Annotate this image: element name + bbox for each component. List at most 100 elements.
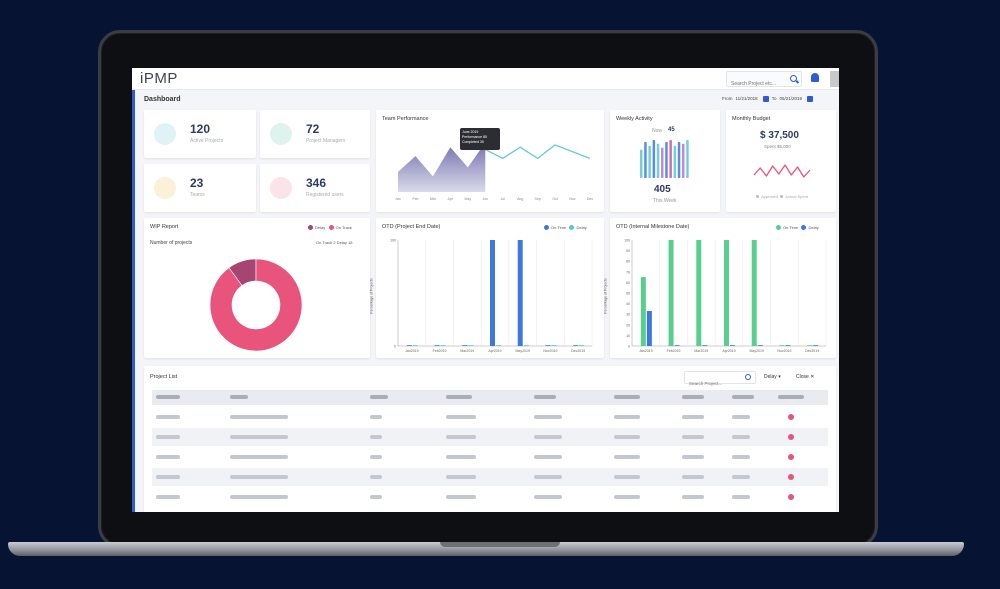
stat-card-project-managers[interactable]: 72 Project Managers [260, 110, 370, 158]
chevron-down-icon: ▾ [778, 374, 781, 380]
header-cell[interactable] [230, 395, 248, 399]
table-cell [230, 435, 288, 439]
project-list-card: Project List Delay ▾ Close ✕ [144, 366, 836, 512]
now-value: 45 [668, 127, 675, 133]
legend-label: Approved [761, 194, 779, 199]
legend-label: Actual Spent [785, 194, 809, 199]
table-cell [156, 455, 180, 459]
table-cell [732, 455, 750, 459]
stat-card-teams[interactable]: 23 Teams [144, 164, 256, 212]
table-cell [534, 495, 562, 499]
now-label: Now [652, 128, 663, 134]
table-cell [732, 495, 750, 499]
otd-project-end-card: OTD (Project End Date) On Time Delay Per… [370, 218, 604, 358]
wip-report-card: WIP Report Number of projects Delay On T… [144, 218, 370, 358]
y-tick-label: 30 [626, 313, 630, 317]
stat-label: Active Projects [190, 138, 224, 144]
weekly-bar [673, 145, 677, 178]
header-cell[interactable] [446, 395, 472, 399]
otd-milestone-chart[interactable]: 0 10 20 30 40 50 60 70 80 90 100 Jan2019 Feb2019 Mar2… [610, 218, 836, 358]
close-filter-button[interactable]: Close ✕ [796, 374, 814, 380]
x-tick-label: Nov2019 [543, 349, 557, 353]
table-cell [370, 415, 382, 419]
weekly-activity-chart[interactable] [610, 110, 720, 212]
smile-icon [154, 177, 176, 199]
table-cell [534, 455, 562, 459]
x-tick-label: May2019 [516, 349, 530, 353]
header-cell[interactable] [778, 395, 804, 399]
bar [517, 240, 523, 346]
table-cell [682, 435, 704, 439]
x-tick-label: Oct [552, 197, 557, 201]
x-tick-label: Nov [569, 197, 575, 201]
wip-donut-chart[interactable] [144, 218, 370, 358]
weekly-bar [661, 147, 664, 178]
global-search-input[interactable] [727, 77, 785, 91]
user-icon [270, 123, 292, 145]
y-axis-label: Percentage of Projects [603, 278, 608, 314]
table-cell [446, 475, 476, 479]
table-row[interactable] [152, 488, 828, 506]
header-cell[interactable] [614, 395, 640, 399]
from-date[interactable]: 11/21/2018 [735, 96, 758, 102]
y-tick-label: 70 [626, 270, 630, 274]
calendar-icon[interactable] [762, 96, 769, 102]
table-cell [534, 435, 562, 439]
weekly-bar [682, 143, 685, 178]
table-cell [732, 435, 750, 439]
weekly-activity-card: Weekly Activity Now 45 405 This Week [610, 110, 720, 212]
calendar-icon[interactable] [807, 96, 813, 102]
weekly-bar [648, 145, 651, 178]
table-cell [534, 475, 562, 479]
otd1-legend: On Time Delay [544, 225, 587, 231]
header-cell[interactable] [682, 395, 704, 399]
stat-card-registered-users[interactable]: 346 Registered users [260, 164, 370, 212]
bar [730, 345, 735, 346]
project-search[interactable] [684, 371, 756, 389]
tooltip-line: June 2019 [462, 130, 479, 134]
table-cell [682, 455, 704, 459]
table-cell [370, 435, 382, 439]
header-cell[interactable] [732, 395, 754, 399]
budget-amount: $ 37,500 [760, 130, 799, 141]
table-cell [156, 495, 180, 499]
budget-legend: Approved Actual Spent [756, 194, 808, 199]
x-tick-label: Feb2019 [433, 349, 447, 353]
team-performance-card: Team Performance Jan Feb Mar Apr May Jun Jul Au… [376, 110, 604, 212]
project-search-input[interactable] [685, 378, 741, 389]
stat-label: Registered users [306, 192, 344, 198]
app-logo[interactable]: iPMP [140, 70, 178, 87]
table-row[interactable] [152, 448, 828, 466]
table-header [152, 390, 828, 405]
table-cell [614, 415, 640, 419]
header-cell[interactable] [156, 395, 180, 399]
card-title: OTD (Project End Date) [382, 224, 441, 230]
table-cell [446, 415, 476, 419]
stat-card-active-projects[interactable]: 120 Active Projects [144, 110, 256, 158]
y-tick-label: 20 [626, 323, 630, 327]
bell-icon[interactable] [811, 73, 819, 82]
global-search[interactable] [726, 71, 802, 91]
avatar[interactable] [830, 71, 839, 87]
budget-line-chart[interactable] [726, 110, 836, 212]
table-row[interactable] [152, 468, 828, 486]
table-cell [732, 415, 750, 419]
bar [751, 240, 757, 346]
table-row[interactable] [152, 428, 828, 446]
search-icon[interactable] [790, 75, 797, 82]
chart-tooltip: June 2019 Performance 85 Completed 35 [460, 128, 500, 150]
otd-project-end-chart[interactable]: 0 100 Jan2019 Feb2019 Mar2019 Apr2019 May2019 N… [376, 218, 604, 358]
header-cell[interactable] [370, 395, 388, 399]
header-cell[interactable] [534, 395, 556, 399]
bar [406, 345, 412, 346]
bar [551, 345, 557, 346]
table-cell [156, 415, 180, 419]
filter-select[interactable]: Delay ▾ [764, 374, 781, 380]
team-performance-chart[interactable]: Jan Feb Mar Apr May Jun Jul Aug Sep Oct Nov Dec [376, 110, 604, 212]
x-tick-label: Feb [412, 197, 418, 201]
card-title: Team Performance [382, 116, 429, 122]
table-row[interactable] [152, 408, 828, 426]
to-date[interactable]: 05/21/2019 [779, 96, 802, 102]
search-icon[interactable] [745, 374, 751, 380]
sidebar-accent [132, 90, 135, 512]
